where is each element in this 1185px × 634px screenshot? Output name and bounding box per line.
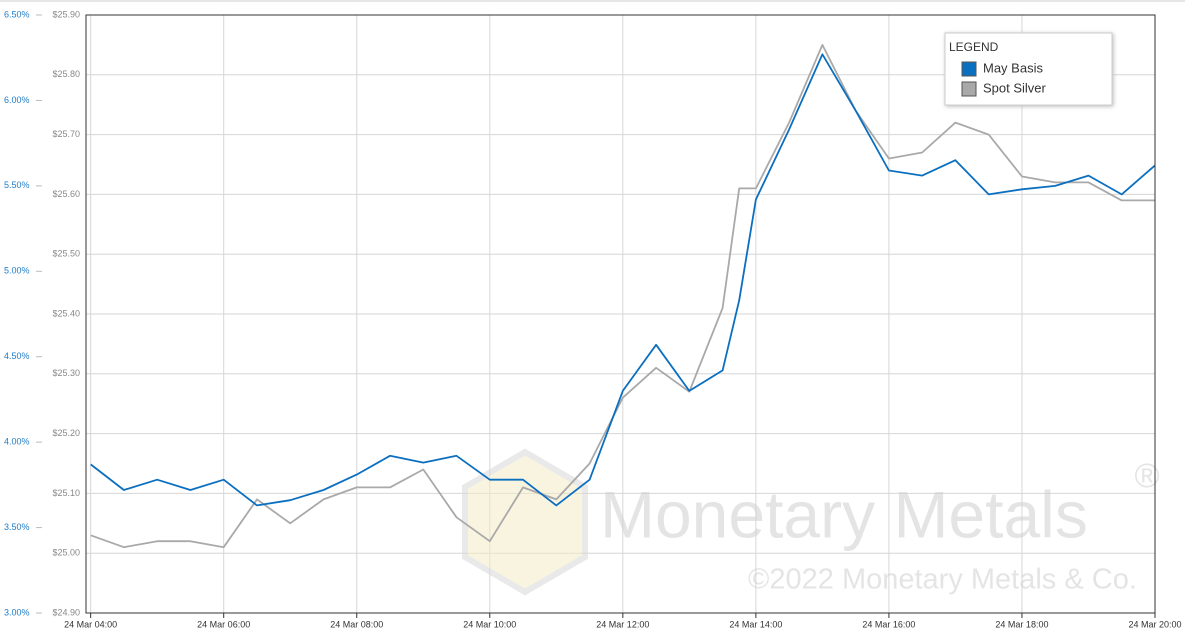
y-tick-label: $25.50 [52, 249, 80, 259]
watermark-mark: ® [1134, 457, 1159, 495]
y-tick-label: $25.80 [52, 69, 80, 79]
y2-tick-label: 6.00% [4, 95, 30, 105]
y-tick-label: $25.10 [52, 488, 80, 498]
y-tick-label: $25.00 [52, 548, 80, 558]
watermark-logo [462, 448, 588, 596]
x-tick-label: 24 Mar 10:00 [463, 619, 516, 629]
y-tick-label: $24.90 [52, 607, 80, 617]
y-tick-label: $25.90 [52, 9, 80, 19]
y2-tick-label: 6.50% [4, 9, 30, 19]
y2-tick-label: 5.00% [4, 266, 30, 276]
x-tick-label: 24 Mar 12:00 [596, 619, 649, 629]
watermark: Monetary Metals ® ©2022 Monetary Metals … [462, 448, 1160, 596]
watermark-copyright: ©2022 Monetary Metals & Co. [748, 564, 1137, 596]
series-line [90, 53, 1156, 507]
y2-tick-label: 5.50% [4, 180, 30, 190]
x-tick-label: 24 Mar 04:00 [64, 619, 117, 629]
watermark-text: Monetary Metals [600, 477, 1088, 551]
x-tick-label: 24 Mar 14:00 [729, 619, 782, 629]
legend-swatch [961, 61, 977, 77]
y2-tick-label: 4.00% [4, 437, 30, 447]
x-tick-label: 24 Mar 08:00 [330, 619, 383, 629]
legend-label: Spot Silver [983, 80, 1047, 95]
x-tick-label: 24 Mar 20:00 [1128, 619, 1181, 629]
y-tick-label: $25.30 [52, 368, 80, 378]
y2-tick-label: 4.50% [4, 351, 30, 361]
series-line [90, 44, 1155, 549]
legend-title: LEGEND [949, 40, 999, 54]
y-tick-label: $25.20 [52, 428, 80, 438]
plot-frame [85, 14, 1156, 614]
y2-tick-label: 3.50% [4, 522, 30, 532]
legend: LEGEND May Basis Spot Silver [944, 32, 1113, 106]
y-tick-label: $25.60 [52, 189, 80, 199]
y-tick-label: $25.40 [52, 308, 80, 318]
legend-swatch [961, 81, 977, 97]
legend-label: May Basis [983, 60, 1043, 75]
x-tick-label: 24 Mar 06:00 [197, 619, 250, 629]
x-tick-label: 24 Mar 18:00 [995, 619, 1048, 629]
x-tick-label: 24 Mar 16:00 [862, 619, 915, 629]
plot [90, 44, 1156, 549]
y2-tick-label: 3.00% [4, 607, 30, 617]
y-tick-label: $25.70 [52, 129, 80, 139]
